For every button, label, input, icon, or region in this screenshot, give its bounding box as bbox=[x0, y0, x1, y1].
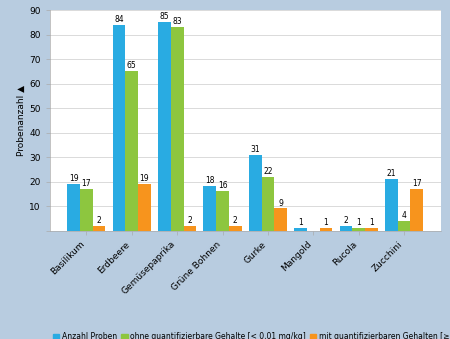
Text: 1: 1 bbox=[324, 218, 328, 227]
Text: 83: 83 bbox=[172, 17, 182, 26]
Text: 9: 9 bbox=[278, 199, 283, 207]
Text: 2: 2 bbox=[344, 216, 348, 225]
Text: 4: 4 bbox=[402, 211, 407, 220]
Text: 16: 16 bbox=[218, 181, 227, 191]
Bar bbox=[171, 27, 184, 231]
Bar bbox=[410, 189, 423, 231]
Bar bbox=[385, 179, 398, 231]
Text: 17: 17 bbox=[81, 179, 91, 188]
Bar bbox=[398, 221, 410, 231]
Bar bbox=[126, 72, 138, 231]
Text: 84: 84 bbox=[114, 15, 124, 24]
Text: 22: 22 bbox=[263, 167, 273, 176]
Bar bbox=[340, 226, 352, 231]
Y-axis label: Probenanzahl ▲: Probenanzahl ▲ bbox=[17, 85, 26, 156]
Bar bbox=[294, 228, 307, 231]
Bar bbox=[158, 22, 171, 231]
Bar bbox=[229, 226, 242, 231]
Bar bbox=[93, 226, 105, 231]
Bar bbox=[249, 155, 261, 231]
Bar bbox=[184, 226, 196, 231]
Legend: Anzahl Proben, ohne quantifizierbare Gehalte [< 0,01 mg/kg], mit quantifizierbar: Anzahl Proben, ohne quantifizierbare Geh… bbox=[53, 332, 450, 339]
Bar bbox=[320, 228, 333, 231]
Text: 18: 18 bbox=[205, 177, 215, 185]
Text: 17: 17 bbox=[412, 179, 422, 188]
Text: 2: 2 bbox=[97, 216, 101, 225]
Text: 21: 21 bbox=[387, 169, 396, 178]
Bar bbox=[203, 186, 216, 231]
Text: 2: 2 bbox=[233, 216, 238, 225]
Bar bbox=[261, 177, 274, 231]
Text: 1: 1 bbox=[298, 218, 303, 227]
Text: 85: 85 bbox=[160, 13, 169, 21]
Text: 19: 19 bbox=[69, 174, 78, 183]
Bar bbox=[352, 228, 365, 231]
Bar bbox=[68, 184, 80, 231]
Text: 65: 65 bbox=[127, 61, 137, 71]
Text: 31: 31 bbox=[250, 145, 260, 154]
Text: 19: 19 bbox=[140, 174, 149, 183]
Bar bbox=[365, 228, 378, 231]
Text: 2: 2 bbox=[188, 216, 192, 225]
Text: 1: 1 bbox=[356, 218, 361, 227]
Bar bbox=[274, 208, 287, 231]
Bar bbox=[216, 191, 229, 231]
Bar bbox=[138, 184, 151, 231]
Bar bbox=[80, 189, 93, 231]
Bar bbox=[112, 25, 126, 231]
Text: 1: 1 bbox=[369, 218, 374, 227]
